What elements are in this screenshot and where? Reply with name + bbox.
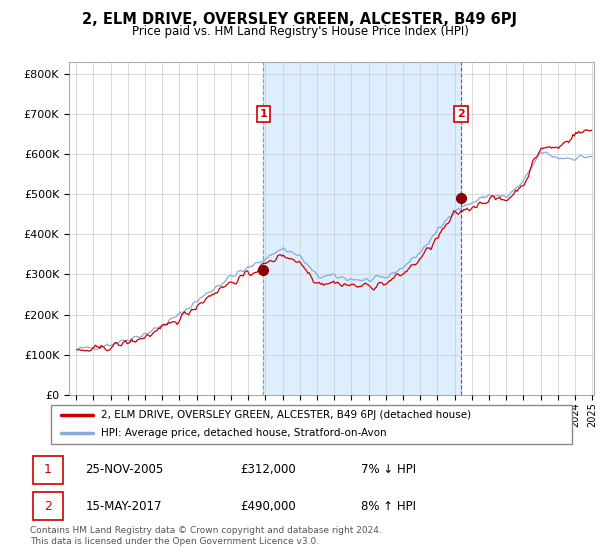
Text: 2, ELM DRIVE, OVERSLEY GREEN, ALCESTER, B49 6PJ (detached house): 2, ELM DRIVE, OVERSLEY GREEN, ALCESTER, … bbox=[101, 410, 471, 420]
FancyBboxPatch shape bbox=[50, 405, 572, 444]
Text: Price paid vs. HM Land Registry's House Price Index (HPI): Price paid vs. HM Land Registry's House … bbox=[131, 25, 469, 38]
Text: £490,000: £490,000 bbox=[240, 500, 296, 512]
Text: 15-MAY-2017: 15-MAY-2017 bbox=[85, 500, 162, 512]
Text: 2: 2 bbox=[44, 500, 52, 512]
Text: 1: 1 bbox=[44, 463, 52, 476]
FancyBboxPatch shape bbox=[33, 456, 63, 484]
Text: 2: 2 bbox=[457, 109, 465, 119]
Text: £312,000: £312,000 bbox=[240, 463, 296, 476]
FancyBboxPatch shape bbox=[33, 492, 63, 520]
Text: 8% ↑ HPI: 8% ↑ HPI bbox=[361, 500, 416, 512]
Text: HPI: Average price, detached house, Stratford-on-Avon: HPI: Average price, detached house, Stra… bbox=[101, 428, 386, 438]
Text: 25-NOV-2005: 25-NOV-2005 bbox=[85, 463, 163, 476]
Text: 7% ↓ HPI: 7% ↓ HPI bbox=[361, 463, 416, 476]
Text: 1: 1 bbox=[259, 109, 267, 119]
Text: 2, ELM DRIVE, OVERSLEY GREEN, ALCESTER, B49 6PJ: 2, ELM DRIVE, OVERSLEY GREEN, ALCESTER, … bbox=[83, 12, 517, 27]
Text: Contains HM Land Registry data © Crown copyright and database right 2024.
This d: Contains HM Land Registry data © Crown c… bbox=[30, 526, 382, 546]
Bar bbox=[263, 62, 461, 395]
